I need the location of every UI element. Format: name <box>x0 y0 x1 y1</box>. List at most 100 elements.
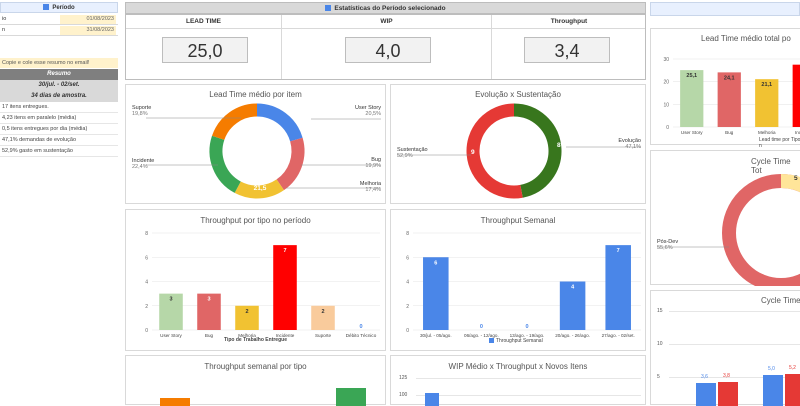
bar-value: 25,1 <box>686 73 697 79</box>
legend-label: Throughput Semanal <box>496 338 543 344</box>
chart-title: Throughput por tipo no período <box>200 216 311 225</box>
bar <box>423 257 449 330</box>
label-pct: 55,6% <box>657 245 673 252</box>
x-tick: Incidente <box>795 130 800 135</box>
y-tick: 4 <box>406 280 409 286</box>
bar-fragment <box>718 382 738 406</box>
label-pct: 19,8% <box>132 111 148 118</box>
bar <box>717 72 741 127</box>
throughput-tipo-chart: 0 2 4 6 8 3 User Story 3 Bug 2 Melhoria 7 Incidente 2… <box>145 231 380 338</box>
cycle-total-label: Pós-Dev 55,6% <box>657 239 678 252</box>
donut-inner-label: 21,5 <box>253 185 267 192</box>
x-tick: 06/ago. - 12/ago. <box>464 333 499 338</box>
y-tick: 6 <box>145 255 148 261</box>
gridline <box>416 395 641 396</box>
summary-line: 52,9% gasto em sustentação <box>0 146 118 157</box>
y-tick: 125 <box>399 375 408 381</box>
bar-value: 3,6 <box>701 374 708 380</box>
bar <box>273 245 297 330</box>
lead-time-donut <box>146 103 381 199</box>
grid-icon <box>325 5 332 12</box>
evo-inner-evolucao: 8 <box>557 142 561 149</box>
summary-line: 0,5 itens entregues por dia (média) <box>0 124 118 135</box>
label-pct: 17,4% <box>365 187 381 194</box>
wip-chart-card: WIP Médio x Throughput x Novos Itens 125… <box>390 355 646 406</box>
lead-total-chart: 0 10 20 30 25,1 User Story 24,1 Bug 21,1 Melhoria… <box>663 57 800 135</box>
gridline <box>669 311 800 312</box>
summary-line: 47,1% demandas de evolução <box>0 135 118 146</box>
donut-label-melhoria: Melhoria 17,4% <box>360 181 381 194</box>
chart-title: Throughput Semanal <box>480 216 556 225</box>
chart-title: Throughput semanal por tipo <box>204 362 307 371</box>
bar-value: 0 <box>525 324 528 330</box>
donut-segment <box>234 179 284 199</box>
evo-inner-sustentacao: 9 <box>471 149 475 156</box>
chart-title: Lead Time médio por item <box>209 90 302 99</box>
x-tick: 27/ago. - 02/set. <box>602 333 635 338</box>
x-tick: Débito Técnico <box>346 333 377 338</box>
donut-segment <box>276 137 305 191</box>
copy-note: Copie e cole esse resumo no email! <box>0 58 118 68</box>
chart-title: Lead Time médio total po <box>701 34 791 43</box>
label-pct: 19,9% <box>365 163 381 170</box>
label-name: Suporte <box>132 105 152 111</box>
evo-donut <box>397 103 641 199</box>
donut-label-incidente: Incidente 22,4% <box>132 158 154 171</box>
y-tick: 100 <box>399 392 408 398</box>
kpi-row: LEAD TIME WIP Throughput 25,0 4,0 3,4 <box>125 14 646 80</box>
donut-label-bug: Bug 19,9% <box>365 157 381 170</box>
x-tick: Suporte <box>315 333 332 338</box>
donut-segment <box>212 103 258 141</box>
bar-value: 4 <box>571 285 575 291</box>
donut-segment <box>513 103 562 198</box>
y-tick: 30 <box>663 57 669 63</box>
start-date-field[interactable]: 01/08/2023 <box>60 15 116 24</box>
kpi-label-lead-time: LEAD TIME <box>185 18 222 25</box>
gridline <box>669 377 800 378</box>
bar <box>605 245 631 330</box>
bar-value: 0 <box>480 324 483 330</box>
summary-title: Resumo <box>0 69 118 80</box>
y-tick: 0 <box>666 125 669 131</box>
gridline <box>416 378 641 379</box>
bar-value: 2 <box>321 309 324 315</box>
y-tick: 6 <box>406 255 409 261</box>
chart-title: WIP Médio x Throughput x Novos Itens <box>448 362 588 371</box>
y-tick: 5 <box>657 374 660 380</box>
donut-label-suporte: Suporte 19,8% <box>132 105 151 118</box>
lead-time-donut-card: Lead Time médio por item Suporte 19,8% Us… <box>125 84 386 204</box>
label-pct: 52,9% <box>397 153 413 160</box>
cycle-total-card: Cycle Time Tot Pós-Dev 55,6% 5 <box>650 150 800 286</box>
evo-label-sustentacao: Sustentação 52,9% <box>397 147 428 160</box>
donut-segment <box>466 103 523 199</box>
y-tick: 20 <box>663 80 669 86</box>
stats-header-text: Estatísticas do Período selecionado <box>334 5 446 12</box>
chart-title: Cycle Time Tot <box>751 157 791 175</box>
bar-value: 6 <box>434 260 437 266</box>
evo-donut-card: Evolução x Sustentação Sustentação 52,9% … <box>390 84 646 204</box>
period-row-start[interactable]: io 01/08/2023 <box>0 14 118 25</box>
kpi-value-wip: 4,0 <box>345 37 431 63</box>
period-row-label: io <box>2 16 7 22</box>
x-axis-label: Tipo de Trabalho Entregue <box>224 337 287 343</box>
donut-segment <box>209 135 242 193</box>
bar <box>792 64 800 127</box>
bar-value: 3,8 <box>723 373 730 379</box>
y-tick: 15 <box>657 308 663 314</box>
x-tick: 30/jul. - 05/ago. <box>420 333 452 338</box>
period-row-end[interactable]: n 31/08/2023 <box>0 25 118 36</box>
label-name: Melhoria <box>359 181 381 187</box>
end-date-field[interactable]: 31/08/2023 <box>60 26 116 35</box>
lead-total-card: Lead Time médio total po 0 10 20 30 25,1 User… <box>650 28 800 149</box>
x-tick: Melhoria <box>238 333 256 338</box>
evo-label-evolucao: Evolução 47,1% <box>618 138 641 151</box>
donut-segment <box>780 173 800 193</box>
bar-fragment <box>160 398 190 406</box>
y-tick: 10 <box>657 341 663 347</box>
bar <box>680 70 704 127</box>
y-tick: 8 <box>406 231 409 237</box>
bar-value: 2 <box>245 309 248 315</box>
x-tick: 13/ago. - 19/ago. <box>510 333 545 338</box>
label-name: Pós-Dev <box>657 239 679 245</box>
donut-segment <box>256 103 303 142</box>
